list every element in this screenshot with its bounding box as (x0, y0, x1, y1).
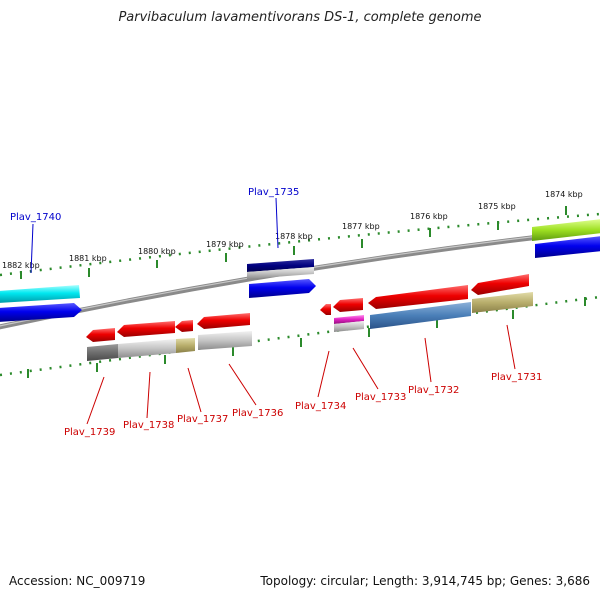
gene-plav-1731-arrow[interactable] (471, 274, 529, 295)
genome-title: Parvibaculum lavamentivorans DS-1, compl… (118, 10, 482, 25)
callout-line-plav-1738 (146, 371, 151, 419)
gene-label-plav-1738[interactable]: Plav_1738 (123, 420, 174, 431)
gene-plav-1735-arrow[interactable] (249, 279, 316, 298)
gene-plav-1733-arrow[interactable] (333, 298, 363, 312)
callout-line-plav-1737 (187, 367, 202, 413)
upper-major-ticks (20, 206, 567, 279)
gene-plav-1736-silver (198, 331, 252, 350)
gene-label-plav-1731[interactable]: Plav_1731 (491, 372, 542, 383)
scale-label-1875: 1875 kbp (478, 202, 516, 211)
accession-text: Accession: NC_009719 (9, 574, 146, 588)
scale-label-1880: 1880 kbp (138, 247, 176, 256)
callout-line-plav-1739 (86, 376, 105, 425)
gene-plav-1738-silver (118, 339, 176, 358)
scale-label-1879: 1879 kbp (206, 240, 244, 249)
gene-label-plav-1737[interactable]: Plav_1737 (177, 414, 228, 425)
gene-plav-1734-arrow[interactable] (320, 304, 331, 315)
gene-plav-1735-navy[interactable] (247, 259, 314, 272)
gene-plav-1739-arrow[interactable] (86, 328, 115, 342)
callout-line-plav-1732 (424, 337, 432, 383)
gene-label-plav-1732[interactable]: Plav_1732 (408, 385, 459, 396)
callout-line-plav-1733 (352, 347, 379, 390)
gene-label-plav-1740[interactable]: Plav_1740 (10, 212, 61, 223)
gene-plav-1735-silver (247, 267, 314, 279)
gene-plav-1736-arrow[interactable] (197, 313, 250, 329)
scale-label-1877: 1877 kbp (342, 222, 380, 231)
gene-plav-1732-arrow[interactable] (368, 285, 468, 309)
scale-label-1881: 1881 kbp (69, 254, 107, 263)
upper-scale-ruler (0, 212, 600, 277)
lower-major-ticks (27, 297, 586, 378)
gene-plav-1731-khaki (472, 292, 533, 313)
callout-line-plav-1734 (317, 350, 330, 398)
gene-plav-1732-steel (370, 302, 471, 329)
gene-plav-1730-lime[interactable] (532, 219, 600, 241)
gene-plav-1737-arrow[interactable] (175, 320, 193, 332)
scale-label-1874: 1874 kbp (545, 190, 583, 199)
gene-plav-1740-arrow[interactable] (0, 303, 82, 322)
scale-label-1878: 1878 kbp (275, 232, 313, 241)
scale-label-1882: 1882 kbp (2, 261, 40, 270)
gene-plav-1739-dark (87, 344, 118, 361)
gene-label-plav-1735[interactable]: Plav_1735 (248, 187, 299, 198)
callout-line-plav-1740 (30, 223, 34, 274)
gene-label-plav-1734[interactable]: Plav_1734 (295, 401, 346, 412)
scale-label-1876: 1876 kbp (410, 212, 448, 221)
gene-plav-1740-cyan[interactable] (0, 285, 80, 303)
genome-summary-text: Topology: circular; Length: 3,914,745 bp… (260, 574, 590, 588)
callout-line-plav-1735 (275, 197, 279, 249)
gene-plav-1733-silver (334, 321, 364, 332)
callout-line-plav-1736 (228, 363, 257, 406)
gene-plav-1730-arrow[interactable] (535, 236, 600, 258)
gene-label-plav-1733[interactable]: Plav_1733 (355, 392, 406, 403)
gene-plav-1738-arrow[interactable] (117, 321, 175, 337)
gene-label-plav-1739[interactable]: Plav_1739 (64, 427, 115, 438)
callout-line-plav-1731 (506, 324, 516, 370)
gene-label-plav-1736[interactable]: Plav_1736 (232, 408, 283, 419)
gene-plav-1737-khaki (176, 338, 195, 353)
